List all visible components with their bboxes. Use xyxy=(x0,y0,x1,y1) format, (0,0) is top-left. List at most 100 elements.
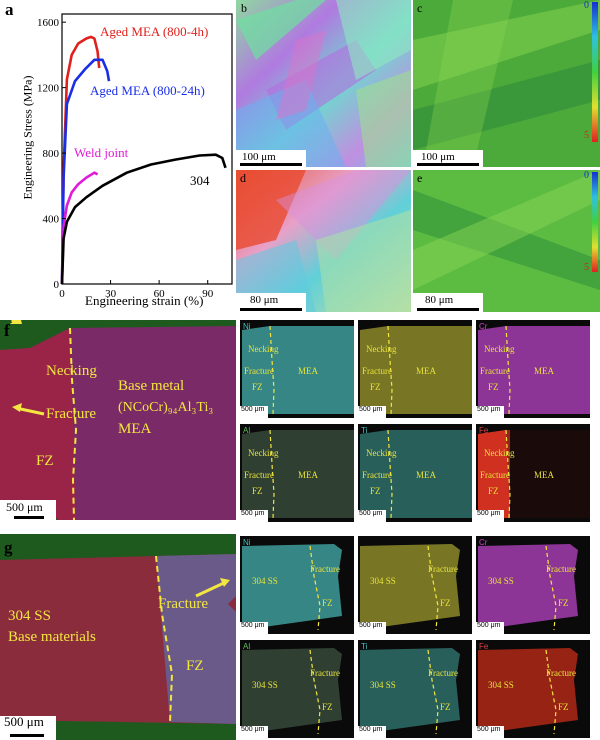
map-scalebar-label: 500 μm xyxy=(477,406,501,413)
scalebar-bg-d xyxy=(236,293,306,312)
map-mea-label: MEA xyxy=(534,470,554,480)
g-fracture-label: Fracture xyxy=(158,596,208,612)
f-element-map-al: Al Necking Fracture FZ MEA 500 μm xyxy=(240,424,354,522)
scalebar-label-b: 100 μm xyxy=(242,151,276,163)
map-fz-label: FZ xyxy=(322,702,333,712)
map-fz-label: FZ xyxy=(558,598,569,608)
y-tick-label: 400 xyxy=(43,214,60,226)
map-fracture-label: Fracture xyxy=(310,564,340,574)
y-tick-label: 800 xyxy=(43,148,60,160)
f-element-map-ni: Ni Necking Fracture FZ MEA 500 μm xyxy=(240,320,354,418)
panel-f-sample xyxy=(0,320,236,520)
element-map-image xyxy=(240,640,354,738)
g-element-map-ti: Ti 304 SS Fracture FZ 500 μm xyxy=(358,640,472,738)
colorbar-e-top: 0 xyxy=(584,170,589,181)
element-map-image xyxy=(358,320,472,418)
map-scalebar-label: 500 μm xyxy=(477,510,501,517)
map-fz-label: FZ xyxy=(558,702,569,712)
ebsd-c-image xyxy=(413,0,600,167)
map-necking-label: Necking xyxy=(366,344,397,354)
f-fz-label: FZ xyxy=(36,453,54,469)
map-304ss-label: 304 SS xyxy=(488,576,514,586)
x-axis-label: Engineering strain (%) xyxy=(85,293,204,308)
series-line-weld-joint xyxy=(60,171,99,285)
scalebar-d xyxy=(240,308,302,311)
map-fz-label: FZ xyxy=(370,486,381,496)
map-fracture-label: Fracture xyxy=(244,470,274,480)
map-scalebar-label: 500 μm xyxy=(241,406,265,413)
map-fracture-label: Fracture xyxy=(546,564,576,574)
element-map-image xyxy=(240,424,354,522)
x-tick-label: 0 xyxy=(59,288,65,300)
map-scalebar-label: 500 μm xyxy=(359,510,383,517)
g-scalebar xyxy=(10,734,44,737)
map-fz-label: FZ xyxy=(440,598,451,608)
ebsd-map-d: d 80 μm xyxy=(236,170,411,312)
map-fracture-label: Fracture xyxy=(244,366,274,376)
label-304: 304 xyxy=(190,173,210,188)
map-fracture-label: Fracture xyxy=(480,366,510,376)
g-element-map-al: Al 304 SS Fracture FZ 500 μm xyxy=(240,640,354,738)
map-scalebar-label: 500 μm xyxy=(241,622,265,629)
map-fracture-label: Fracture xyxy=(428,564,458,574)
map-mea-label: MEA xyxy=(298,366,318,376)
element-map-image xyxy=(476,424,590,522)
map-scalebar-label: 500 μm xyxy=(359,622,383,629)
label-aged-4h: Aged MEA (800-4h) xyxy=(100,24,209,39)
element-symbol: Cr xyxy=(479,322,488,331)
x-tick-label: 30 xyxy=(105,288,117,300)
y-tick-label: 1200 xyxy=(37,83,60,95)
colorbar-c-top: 0 xyxy=(584,0,589,11)
element-symbol: Fe xyxy=(479,642,489,651)
map-fz-label: FZ xyxy=(488,486,499,496)
panel-f-element-maps: Ni Necking Fracture FZ MEA 500 μm Necking Fract… xyxy=(240,320,600,522)
panel-letter-a: a xyxy=(5,0,14,19)
ebsd-e-image xyxy=(413,170,600,312)
f-scalebar xyxy=(14,516,44,519)
panel-letter-f: f xyxy=(4,321,10,340)
map-necking-label: Necking xyxy=(248,448,279,458)
map-fz-label: FZ xyxy=(252,382,263,392)
series-line-304 xyxy=(60,153,227,285)
panel-letter-e: e xyxy=(417,171,423,185)
colorbar-c-bottom: 5 xyxy=(584,130,589,141)
label-aged-24h: Aged MEA (800-24h) xyxy=(90,83,205,98)
scalebar-bg-b xyxy=(236,150,306,167)
element-symbol: Ni xyxy=(243,322,251,331)
panel-a: a 0 400 800 1200 1600 0 30 60 90 Engineering Str… xyxy=(0,0,240,310)
map-mea-label: MEA xyxy=(416,470,436,480)
x-tick-label: 90 xyxy=(202,288,214,300)
colorbar-e xyxy=(592,172,598,272)
element-symbol: Al xyxy=(243,642,251,651)
map-fracture-label: Fracture xyxy=(362,470,392,480)
colorbar-c xyxy=(592,2,598,142)
ebsd-d-image xyxy=(236,170,411,312)
map-mea-label: MEA xyxy=(416,366,436,376)
scalebar-label-d: 80 μm xyxy=(250,294,279,306)
map-mea-label: MEA xyxy=(298,470,318,480)
g-base-materials-label: Base materials xyxy=(8,629,96,645)
map-fz-label: FZ xyxy=(322,598,333,608)
scalebar-e xyxy=(417,308,479,311)
map-necking-label: Necking xyxy=(366,448,397,458)
map-304ss-label: 304 SS xyxy=(252,680,278,690)
scalebar-c xyxy=(417,163,479,166)
f-necking-label: Necking xyxy=(46,363,97,379)
g-element-map-ni: Ni 304 SS Fracture FZ 500 μm xyxy=(240,536,354,634)
map-necking-label: Necking xyxy=(484,448,515,458)
map-scalebar-label: 500 μm xyxy=(359,726,383,733)
plot-frame xyxy=(61,13,233,285)
f-element-map-blank: Necking Fracture FZ MEA 500 μm xyxy=(358,320,472,418)
ebsd-b-image xyxy=(236,0,411,167)
element-map-image xyxy=(240,320,354,418)
map-304ss-label: 304 SS xyxy=(370,680,396,690)
element-map-image xyxy=(358,536,472,634)
map-scalebar-label: 500 μm xyxy=(241,726,265,733)
label-weld-joint: Weld joint xyxy=(74,145,129,160)
f-element-map-ti: Ti Necking Fracture FZ MEA 500 μm xyxy=(358,424,472,522)
f-scalebar-label: 500 μm xyxy=(6,500,43,514)
map-fracture-label: Fracture xyxy=(310,668,340,678)
element-map-image xyxy=(476,536,590,634)
map-necking-label: Necking xyxy=(484,344,515,354)
scalebar-b xyxy=(240,163,302,166)
